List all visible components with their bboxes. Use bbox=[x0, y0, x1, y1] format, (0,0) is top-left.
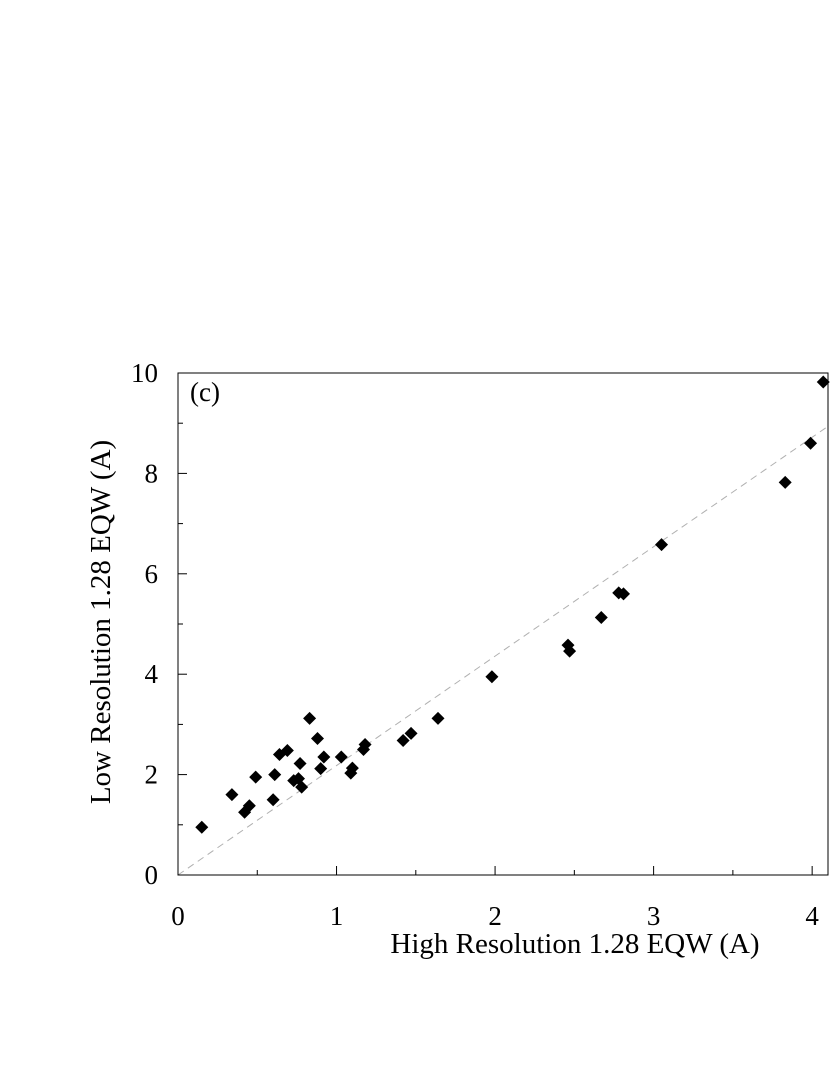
data-point bbox=[485, 670, 499, 684]
panel-label: (c) bbox=[190, 377, 220, 407]
data-point bbox=[268, 768, 282, 782]
data-point bbox=[280, 744, 294, 758]
data-point bbox=[816, 375, 830, 389]
y-axis-title: Low Resolution 1.28 EQW (A) bbox=[85, 440, 117, 804]
data-point bbox=[317, 750, 331, 764]
data-point bbox=[314, 762, 328, 776]
data-point bbox=[195, 820, 209, 834]
y-tick-label: 2 bbox=[145, 760, 159, 790]
data-point bbox=[616, 587, 630, 601]
data-point bbox=[249, 770, 263, 784]
data-point bbox=[334, 750, 348, 764]
data-point bbox=[804, 436, 818, 450]
data-point bbox=[396, 733, 410, 747]
x-tick-label: 3 bbox=[647, 901, 661, 931]
y-tick-label: 0 bbox=[145, 860, 159, 890]
x-tick-label: 2 bbox=[488, 901, 502, 931]
data-point bbox=[293, 757, 307, 771]
y-tick-label: 6 bbox=[145, 559, 159, 589]
x-tick-label: 1 bbox=[330, 901, 344, 931]
data-point bbox=[295, 780, 309, 794]
data-point bbox=[778, 475, 792, 489]
y-tick-label: 8 bbox=[145, 458, 159, 488]
data-point bbox=[655, 538, 669, 552]
x-tick-label: 4 bbox=[805, 901, 819, 931]
data-point bbox=[266, 793, 280, 807]
data-point bbox=[404, 726, 418, 740]
x-axis-title: High Resolution 1.28 EQW (A) bbox=[390, 928, 759, 960]
y-tick-label: 10 bbox=[131, 358, 158, 388]
x-tick-label: 0 bbox=[171, 901, 185, 931]
data-point bbox=[242, 799, 256, 813]
data-point bbox=[594, 610, 608, 624]
y-tick-label: 4 bbox=[145, 659, 159, 689]
data-point bbox=[311, 731, 325, 745]
data-point bbox=[358, 737, 372, 751]
data-point bbox=[563, 644, 577, 658]
reference-line bbox=[177, 425, 829, 876]
data-point bbox=[345, 761, 359, 775]
data-point bbox=[431, 711, 445, 725]
data-point bbox=[303, 711, 317, 725]
data-point bbox=[225, 788, 239, 802]
